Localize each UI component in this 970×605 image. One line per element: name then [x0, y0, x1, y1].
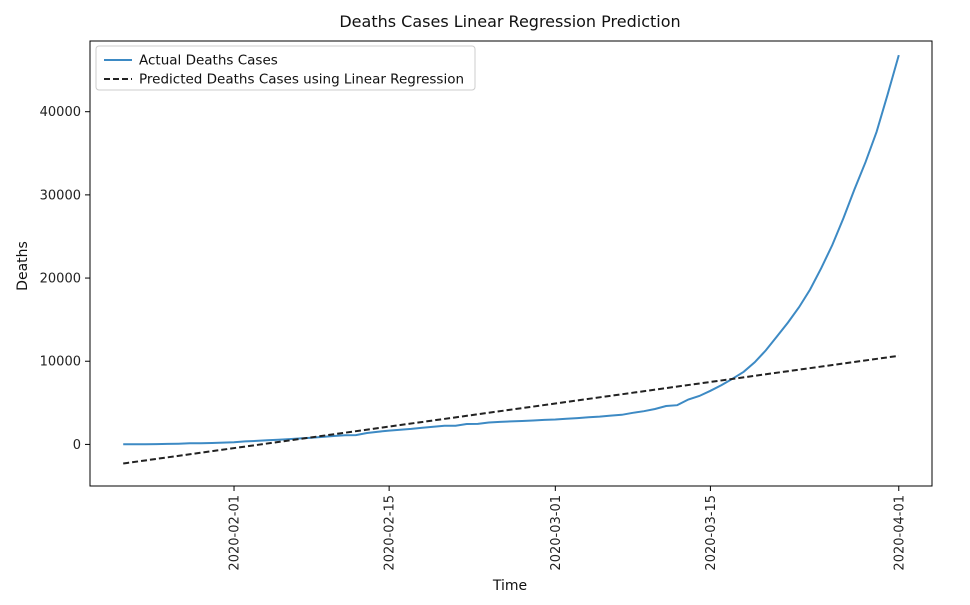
x-tick-label: 2020-03-01 — [549, 495, 564, 571]
x-tick-label: 2020-02-01 — [228, 495, 243, 571]
plot-frame — [89, 40, 933, 487]
legend-label-2: Predicted Deaths Cases using Linear Regr… — [139, 72, 464, 88]
legend-label-1: Actual Deaths Cases — [139, 53, 278, 69]
x-tick-label: 2020-03-15 — [704, 495, 719, 571]
y-axis-title: Deaths — [15, 241, 31, 291]
x-tick-label: 2020-02-15 — [383, 495, 398, 571]
series-line-2 — [123, 354, 899, 465]
y-tick-label: 10000 — [40, 355, 81, 370]
plot-area — [123, 54, 900, 465]
legend-box — [95, 45, 476, 91]
legend: Actual Deaths Cases Predicted Deaths Case… — [95, 45, 476, 91]
y-tick-label: 20000 — [40, 272, 81, 287]
chart-title: Deaths Cases Linear Regression Predictio… — [339, 12, 680, 31]
axes: 2020-02-01 2020-02-15 2020-03-01 2020-03-15… — [40, 105, 908, 570]
y-tick-label: 30000 — [40, 188, 81, 203]
x-tick-label: 2020-04-01 — [892, 495, 907, 571]
y-tick-label: 0 — [73, 438, 81, 453]
x-axis-title: Time — [492, 578, 527, 594]
y-tick-label: 40000 — [40, 105, 81, 120]
series-line-1 — [123, 54, 900, 446]
